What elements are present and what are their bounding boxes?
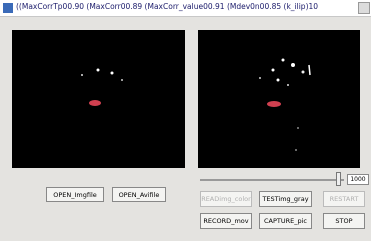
- title-bar: ((MaxCorrTp00.90 (MaxCorr00.89 (MaxCorr_…: [0, 0, 371, 17]
- button: READimg_color: [200, 191, 252, 207]
- slider-track: [200, 179, 344, 181]
- button[interactable]: CAPTURE_pic: [259, 213, 312, 229]
- button[interactable]: OPEN_Imgfile: [46, 187, 104, 202]
- button[interactable]: STOP: [323, 213, 365, 229]
- slider-thumb[interactable]: [336, 172, 341, 186]
- app-icon: [3, 3, 13, 13]
- app-window: ((MaxCorrTp00.90 (MaxCorr00.89 (MaxCorr_…: [0, 0, 371, 241]
- window-title: ((MaxCorrTp00.90 (MaxCorr00.89 (MaxCorr_…: [16, 2, 318, 11]
- button: RESTART: [323, 191, 365, 207]
- button[interactable]: OPEN_Avifile: [112, 187, 166, 202]
- left-image: [12, 30, 185, 168]
- right-image: [198, 30, 360, 168]
- button[interactable]: TESTimg_gray: [259, 191, 312, 207]
- slider-value[interactable]: 1000: [347, 174, 369, 185]
- close-button[interactable]: [358, 2, 370, 14]
- button[interactable]: RECORD_mov: [200, 213, 252, 229]
